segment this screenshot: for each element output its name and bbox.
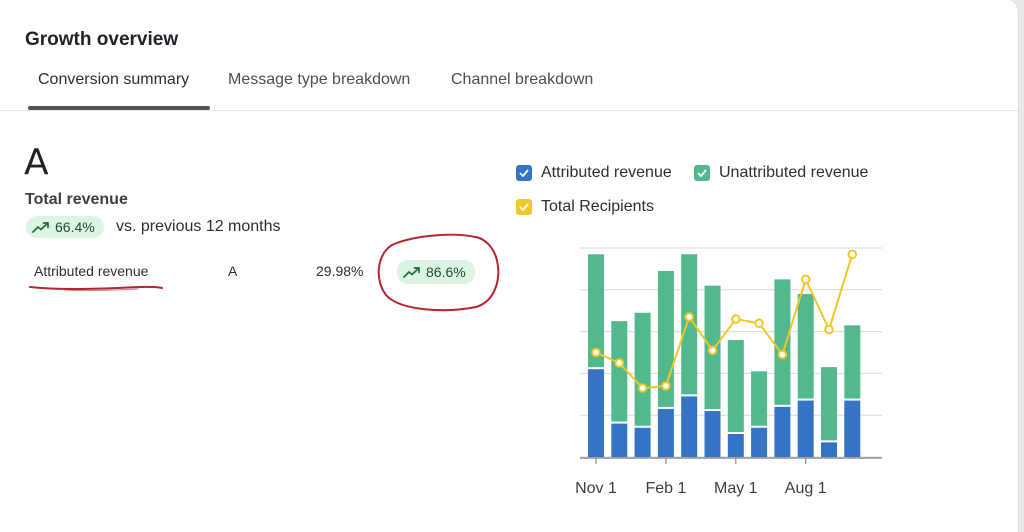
point-total-recipients [754,318,764,329]
legend-label: Attributed revenue [541,164,672,181]
legend-attributed-revenue[interactable]: Attributed revenue [516,164,672,182]
x-tick-label: Nov 1 [575,480,617,497]
bar-attributed-revenue [797,400,814,457]
tab-message-type-breakdown[interactable]: Message type breakdown [228,71,411,88]
total-revenue-change-badge: 66.4% [26,216,104,238]
annotation-underline [29,285,163,291]
row-name: Attributed revenue [34,263,149,279]
row-share: 29.98% [316,263,364,279]
point-total-recipients [614,358,625,368]
bar-unattributed-revenue [797,293,814,399]
point-total-recipients [591,347,601,358]
check-icon [516,199,532,215]
x-tick-label: May 1 [714,480,758,497]
change-value: 86.6% [426,264,466,280]
bar-attributed-revenue [727,434,744,457]
card-title: Growth overview [25,29,179,50]
bar-unattributed-revenue [821,367,837,441]
point-total-recipients [847,249,858,260]
legend-total-recipients[interactable]: Total Recipients [516,198,654,216]
row-value: A [228,263,238,279]
legend-label: Unattributed revenue [719,164,869,181]
bar-attributed-revenue [657,408,674,457]
trending-up-icon [32,222,49,233]
line-total-recipients [595,253,854,390]
bar-unattributed-revenue [681,254,698,395]
legend-label: Total Recipients [541,198,654,215]
tab-conversion-summary[interactable]: Conversion summary [38,71,190,88]
bar-attributed-revenue [704,411,721,457]
trending-up-icon [403,267,420,278]
check-icon [694,165,710,181]
tab-channel-breakdown[interactable]: Channel breakdown [451,71,594,88]
point-total-recipients [637,383,648,393]
tab-bar: Conversion summary Message type breakdow… [0,64,1018,111]
point-total-recipients [824,324,834,335]
point-total-recipients [684,312,694,322]
bar-unattributed-revenue [588,254,604,368]
bar-attributed-revenue [681,396,698,457]
bar-unattributed-revenue [727,339,744,433]
bar-attributed-revenue [611,423,628,457]
legend-unattributed-revenue[interactable]: Unattributed revenue [694,164,868,182]
bar-unattributed-revenue [844,325,861,399]
x-tick-label: Feb 1 [645,480,686,497]
revenue-chart: Nov 1 Feb 1 May 1 Aug 1 [575,247,882,497]
point-total-recipients [731,314,741,324]
bar-attributed-revenue [751,427,768,457]
row-change-badge: 86.6% [397,260,475,284]
bar-unattributed-revenue [751,371,768,426]
bar-attributed-revenue [844,400,861,457]
bar-attributed-revenue [634,427,651,457]
point-total-recipients [707,345,718,356]
change-value: 66.4% [55,219,95,235]
x-tick-label: Aug 1 [785,480,827,497]
total-revenue-label: Total revenue [25,191,128,208]
bar-unattributed-revenue [611,321,628,422]
bar-attributed-revenue [588,369,604,457]
bar-attributed-revenue [774,406,791,457]
annotation-circle [377,233,500,312]
total-revenue-value: A [24,142,49,183]
bar-unattributed-revenue [634,312,651,426]
point-total-recipients [800,274,811,285]
comparison-period-text: vs. previous 12 months [116,218,281,235]
check-icon [516,165,532,181]
bar-unattributed-revenue [774,279,791,405]
active-tab-indicator [28,106,210,110]
point-total-recipients [661,381,671,391]
bar-attributed-revenue [821,442,837,457]
point-total-recipients [777,349,788,360]
